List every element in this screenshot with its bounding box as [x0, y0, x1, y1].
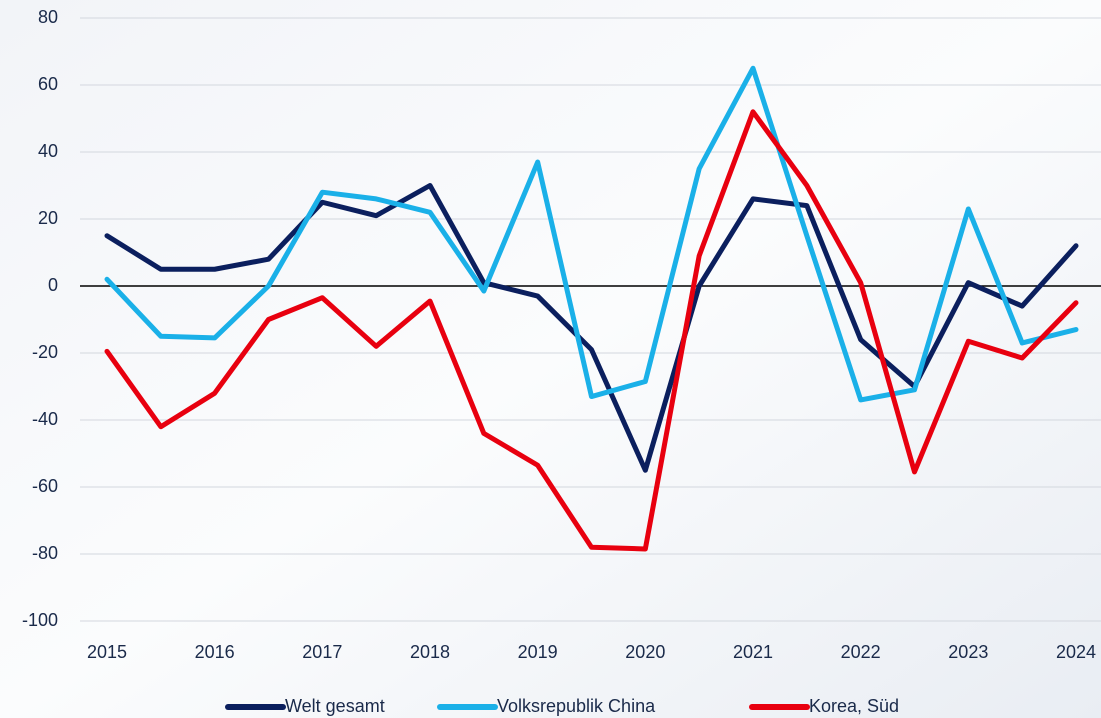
x-tick-label: 2017: [302, 642, 342, 662]
series-line: [104, 109, 1079, 552]
legend-label: Volksrepublik China: [497, 696, 656, 716]
x-tick-label: 2024: [1056, 642, 1096, 662]
legend-label: Korea, Süd: [809, 696, 899, 716]
x-tick-label: 2018: [410, 642, 450, 662]
y-tick-label: -20: [32, 342, 58, 362]
y-tick-label: -40: [32, 409, 58, 429]
y-tick-label: 40: [38, 141, 58, 161]
y-tick-label: -60: [32, 476, 58, 496]
x-tick-label: 2019: [518, 642, 558, 662]
y-tick-label: 20: [38, 208, 58, 228]
x-tick-label: 2016: [195, 642, 235, 662]
x-tick-label: 2020: [625, 642, 665, 662]
y-tick-label: -80: [32, 543, 58, 563]
y-tick-label: 80: [38, 7, 58, 27]
y-tick-label: -100: [22, 610, 58, 630]
x-tick-label: 2022: [841, 642, 881, 662]
y-tick-label: 60: [38, 74, 58, 94]
x-tick-label: 2023: [948, 642, 988, 662]
legend-label: Welt gesamt: [285, 696, 385, 716]
y-tick-label: 0: [48, 275, 58, 295]
x-tick-label: 2021: [733, 642, 773, 662]
series-line: [104, 65, 1079, 403]
x-tick-label: 2015: [87, 642, 127, 662]
